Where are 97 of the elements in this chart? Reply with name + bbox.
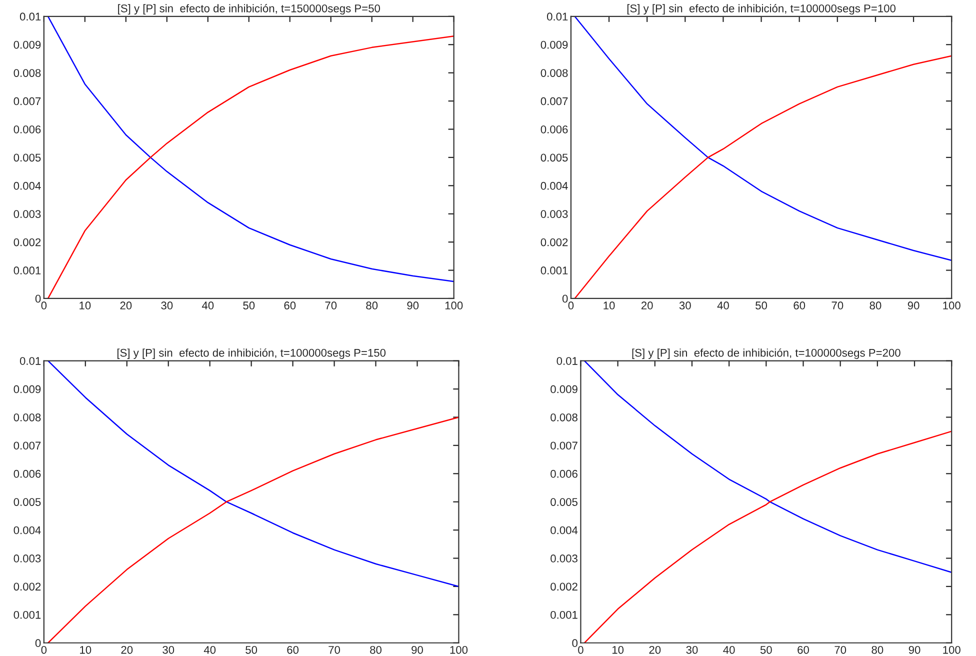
chart-title: [S] y [P] sin efecto de inhibición, t=100000segs P=150 bbox=[117, 348, 386, 359]
y-tick-label: 0.007 bbox=[14, 442, 41, 450]
y-tick-label: 0.009 bbox=[550, 385, 578, 394]
x-tick-label: 40 bbox=[717, 302, 729, 310]
y-tick-label: 0.007 bbox=[550, 442, 578, 450]
y-tick-label: 0.002 bbox=[550, 582, 578, 591]
x-tick-label: 100 bbox=[943, 302, 960, 310]
x-tick-label: 80 bbox=[872, 646, 884, 654]
y-tick-label: 0.008 bbox=[550, 413, 578, 422]
x-tick-label: 0 bbox=[41, 302, 47, 310]
x-tick-label: 40 bbox=[204, 646, 216, 654]
y-tick-label: 0 bbox=[35, 294, 41, 303]
y-tick-label: 0.004 bbox=[540, 182, 568, 190]
y-tick-label: 0.002 bbox=[14, 238, 41, 246]
y-tick-label: 0.004 bbox=[14, 182, 41, 190]
y-tick-label: 0.005 bbox=[14, 154, 41, 162]
x-tick-label: 30 bbox=[679, 302, 691, 310]
chart-title: [S] y [P] sin efecto de inhibición, t=100000segs P=100 bbox=[627, 4, 896, 15]
y-tick-label: 0.008 bbox=[14, 413, 41, 422]
y-tick-label: 0.006 bbox=[550, 470, 578, 478]
x-tick-label: 30 bbox=[686, 646, 698, 654]
x-tick-label: 100 bbox=[445, 302, 463, 310]
x-tick-label: 40 bbox=[723, 646, 735, 654]
x-tick-label: 0 bbox=[578, 646, 584, 654]
y-tick-label: 0.01 bbox=[546, 12, 568, 21]
y-tick-label: 0.008 bbox=[14, 69, 41, 77]
x-tick-label: 90 bbox=[407, 302, 419, 310]
y-tick-label: 0.005 bbox=[540, 154, 568, 162]
x-tick-label: 20 bbox=[641, 302, 653, 310]
x-tick-label: 90 bbox=[412, 646, 423, 654]
y-tick-label: 0.007 bbox=[14, 97, 41, 106]
y-tick-label: 0 bbox=[562, 294, 568, 303]
x-tick-label: 50 bbox=[760, 646, 772, 654]
y-tick-label: 0.01 bbox=[20, 357, 41, 365]
y-tick-label: 0.005 bbox=[550, 498, 578, 506]
line-series bbox=[47, 360, 459, 588]
x-tick-label: 60 bbox=[284, 302, 296, 310]
line-series bbox=[47, 416, 459, 643]
x-tick-label: 80 bbox=[870, 302, 882, 310]
line-series bbox=[584, 360, 952, 573]
x-tick-label: 10 bbox=[604, 302, 615, 310]
y-tick-label: 0 bbox=[35, 639, 41, 648]
x-tick-label: 90 bbox=[908, 646, 920, 654]
x-tick-label: 30 bbox=[162, 646, 174, 654]
x-tick-label: 70 bbox=[834, 646, 846, 654]
line-series bbox=[574, 16, 952, 262]
x-tick-label: 60 bbox=[798, 646, 809, 654]
y-tick-label: 0.003 bbox=[550, 554, 578, 562]
y-tick-label: 0.002 bbox=[14, 582, 41, 591]
x-tick-label: 70 bbox=[832, 302, 844, 310]
x-tick-label: 10 bbox=[80, 646, 92, 654]
y-tick-label: 0.003 bbox=[540, 210, 568, 218]
x-tick-label: 80 bbox=[366, 302, 378, 310]
y-tick-label: 0.009 bbox=[14, 40, 41, 49]
y-tick-label: 0.01 bbox=[20, 12, 41, 21]
y-tick-label: 0.009 bbox=[540, 40, 568, 49]
y-tick-label: 0.005 bbox=[14, 498, 41, 506]
y-tick-label: 0.001 bbox=[550, 610, 578, 619]
x-tick-label: 60 bbox=[794, 302, 806, 310]
x-tick-label: 100 bbox=[450, 646, 468, 654]
y-tick-label: 0.001 bbox=[540, 266, 568, 274]
x-tick-label: 50 bbox=[756, 302, 768, 310]
y-tick-label: 0.006 bbox=[540, 126, 568, 134]
x-tick-label: 0 bbox=[41, 646, 47, 654]
x-tick-label: 30 bbox=[161, 302, 173, 310]
x-tick-label: 20 bbox=[649, 646, 661, 654]
x-tick-label: 90 bbox=[908, 302, 920, 310]
y-tick-label: 0.007 bbox=[540, 97, 568, 106]
x-tick-label: 70 bbox=[325, 302, 337, 310]
x-tick-label: 10 bbox=[80, 302, 91, 310]
y-tick-label: 0.001 bbox=[14, 266, 41, 274]
x-tick-label: 100 bbox=[943, 646, 960, 654]
x-tick-label: 20 bbox=[120, 302, 132, 310]
y-tick-label: 0.001 bbox=[14, 610, 41, 619]
y-tick-label: 0.004 bbox=[14, 526, 41, 534]
y-tick-label: 0.009 bbox=[14, 385, 41, 394]
y-tick-label: 0 bbox=[572, 639, 578, 648]
chart-title: [S] y [P] sin efecto de inhibición, t=100000segs P=200 bbox=[632, 348, 900, 359]
y-tick-label: 0.004 bbox=[550, 526, 578, 534]
line-series bbox=[584, 430, 952, 643]
y-tick-label: 0.002 bbox=[540, 238, 568, 246]
chart-title: [S] y [P] sin efecto de inhibición, t=150000segs P=50 bbox=[118, 4, 380, 15]
x-tick-label: 80 bbox=[370, 646, 382, 654]
y-tick-label: 0.003 bbox=[14, 210, 41, 218]
y-tick-label: 0.003 bbox=[14, 554, 41, 562]
x-tick-label: 70 bbox=[328, 646, 340, 654]
y-tick-label: 0.01 bbox=[556, 357, 578, 365]
x-tick-label: 20 bbox=[121, 646, 133, 654]
x-tick-label: 50 bbox=[246, 646, 258, 654]
x-tick-label: 40 bbox=[202, 302, 214, 310]
x-tick-label: 10 bbox=[612, 646, 624, 654]
x-tick-label: 50 bbox=[243, 302, 255, 310]
y-tick-label: 0.006 bbox=[14, 470, 41, 478]
line-series bbox=[574, 55, 952, 298]
y-tick-label: 0.008 bbox=[540, 69, 568, 77]
y-tick-label: 0.006 bbox=[14, 126, 41, 134]
x-tick-label: 60 bbox=[287, 646, 299, 654]
